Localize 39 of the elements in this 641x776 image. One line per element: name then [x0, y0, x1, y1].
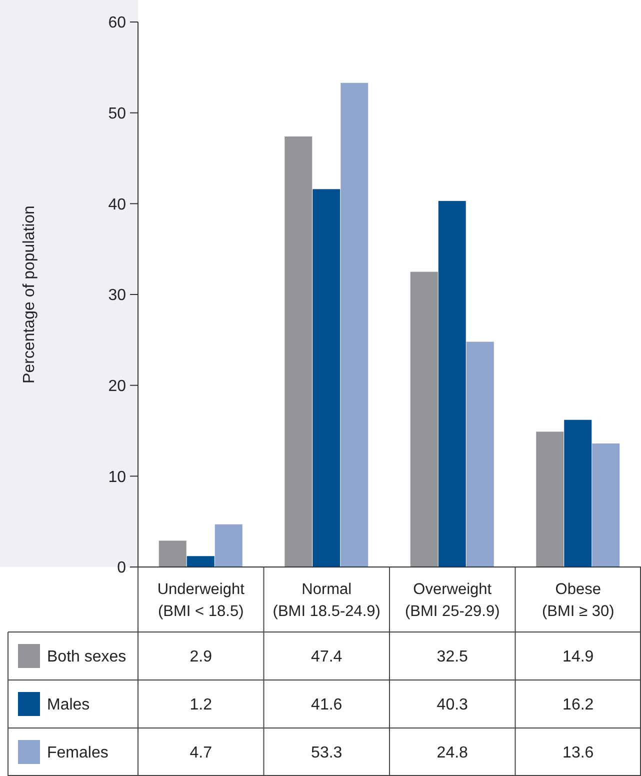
- x-tick-label: Underweight (BMI < 18.5): [157, 581, 246, 620]
- data-label: 4.7: [190, 744, 212, 762]
- bar: [466, 342, 494, 567]
- data-label: 40.3: [436, 696, 468, 714]
- bar: [312, 189, 340, 567]
- y-tick-label: 20: [108, 378, 126, 395]
- bar: [284, 136, 312, 567]
- y-axis-title: Percentage of population: [21, 206, 38, 384]
- bar: [158, 540, 186, 567]
- y-tick-label: 10: [108, 468, 126, 486]
- data-label: 16.2: [562, 696, 594, 714]
- data-label: 53.3: [311, 744, 342, 762]
- data-label: 14.9: [562, 648, 594, 666]
- bar: [536, 432, 564, 567]
- legend-label: Both sexes: [47, 648, 126, 666]
- bar: [186, 556, 214, 567]
- bar: [564, 420, 592, 567]
- legend-label: Males: [47, 696, 90, 714]
- x-tick-label: Overweight (BMI 25-29.9): [404, 581, 500, 620]
- legend-label: Females: [47, 744, 108, 762]
- data-label: 2.9: [190, 648, 212, 666]
- y-tick-label: 0: [117, 560, 126, 577]
- bar: [438, 200, 466, 567]
- y-tick-label: 40: [108, 196, 126, 214]
- data-label: 41.6: [311, 696, 342, 714]
- x-tick-label: Obese (BMI ≥ 30): [542, 581, 614, 620]
- bar: [592, 443, 620, 567]
- y-tick-label: 30: [108, 287, 126, 304]
- y-tick-label: 50: [108, 105, 126, 122]
- y-tick-label: 60: [108, 14, 126, 32]
- data-label: 1.2: [190, 696, 212, 714]
- data-label: 47.4: [311, 648, 342, 666]
- x-tick-label: Normal (BMI 18.5-24.9): [272, 581, 380, 620]
- data-label: 13.6: [562, 744, 594, 762]
- data-label: 24.8: [436, 744, 468, 762]
- bar: [410, 272, 438, 567]
- bar: [214, 524, 242, 567]
- bar: [340, 82, 368, 567]
- data-label: 32.5: [436, 648, 468, 666]
